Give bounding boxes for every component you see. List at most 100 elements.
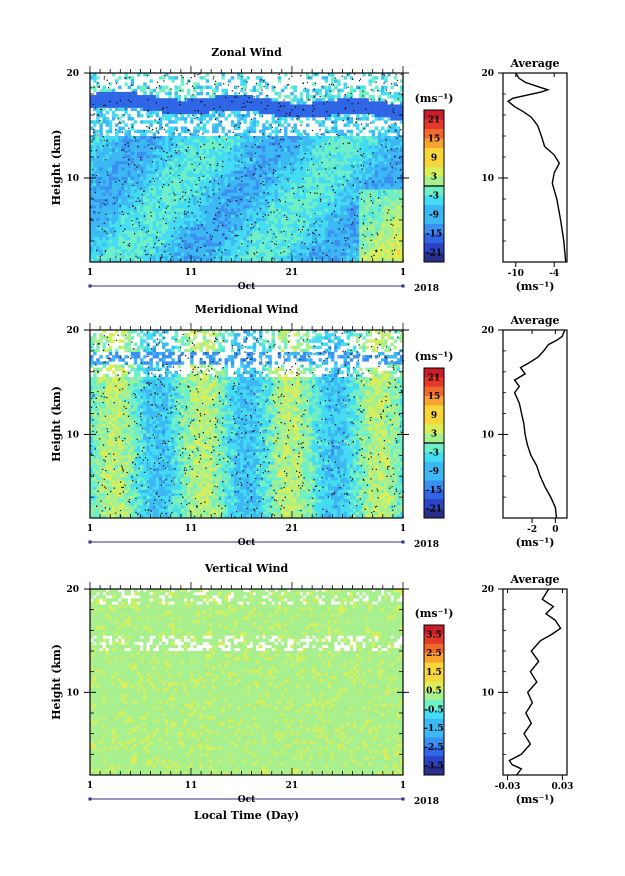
month-span-start (89, 285, 92, 288)
y-tick-label: 10 (66, 174, 79, 184)
colorbar-tick-label: 21 (428, 373, 441, 383)
year-label: 2018 (414, 797, 439, 807)
x-tick-label: 1 (87, 268, 93, 278)
colorbar-tick-label: -2.5 (424, 743, 443, 753)
month-label: Oct (238, 282, 256, 292)
average-profile: Average 10 20 -2 0(ms⁻¹) (481, 314, 567, 549)
colorbar-tick-label: -9 (429, 211, 439, 221)
y-tick-label: 20 (66, 326, 79, 336)
month-span-end (402, 541, 405, 544)
month-label: Oct (238, 795, 256, 805)
x-axis-label: Local Time (Day) (194, 809, 299, 822)
profile-y-tick-label: 10 (481, 688, 494, 698)
y-axis-label: Height (km) (50, 386, 63, 462)
x-tick-label: 1 (400, 524, 406, 534)
heatmap-field (90, 330, 404, 518)
colorbar-tick-label: 3 (431, 430, 437, 440)
profile-title: Average (509, 573, 559, 586)
colorbar-tick-label: 15 (428, 392, 441, 402)
colorbar: (ms⁻¹) 21 15 9 3 -3 -9 -15 -21 (415, 92, 454, 262)
x-tick-label: 1 (87, 781, 93, 791)
year-label: 2018 (414, 540, 439, 550)
colorbar: (ms⁻¹) 3.5 2.5 1.5 0.5 -0.5 -1.5 -2.5 -3.5 (415, 607, 454, 775)
colorbar: (ms⁻¹) 21 15 9 3 -3 -9 -15 -21 (415, 350, 454, 518)
colorbar-tick-label: -0.5 (424, 705, 443, 715)
colorbar-tick-label: -3.5 (424, 762, 443, 772)
colorbar-tick-label: -9 (429, 467, 439, 477)
profile-x-tick-label: -4 (549, 269, 559, 279)
chart-title: Meridional Wind (195, 303, 299, 316)
colorbar-tick-label: 1.5 (426, 668, 442, 678)
y-axis-label: Height (km) (50, 644, 63, 720)
colorbar-tick-label: 3.5 (426, 630, 442, 640)
month-span-end (402, 798, 405, 801)
profile-y-tick-label: 10 (481, 430, 494, 440)
x-tick-label: 11 (185, 268, 198, 278)
month-span-start (89, 798, 92, 801)
profile-x-label: (ms⁻¹) (516, 536, 555, 549)
colorbar-unit: (ms⁻¹) (415, 607, 454, 620)
colorbar-unit: (ms⁻¹) (415, 92, 454, 105)
y-tick-label: 20 (66, 585, 79, 595)
profile-y-tick-label: 20 (481, 69, 494, 79)
colorbar-tick-label: 15 (428, 135, 441, 145)
profile-frame (503, 330, 567, 518)
y-tick-label: 20 (66, 69, 79, 79)
profile-x-label: (ms⁻¹) (516, 280, 555, 293)
profile-x-tick-label: 0.03 (551, 782, 573, 792)
x-tick-label: 1 (87, 524, 93, 534)
colorbar-tick-label: 2.5 (426, 649, 442, 659)
profile-x-tick-label: -2 (527, 525, 537, 535)
month-label: Oct (238, 538, 256, 548)
y-axis-label: Height (km) (50, 130, 63, 206)
profile-line (509, 589, 560, 775)
profile-y-tick-label: 10 (481, 174, 494, 184)
x-tick-label: 21 (286, 524, 299, 534)
x-tick-label: 11 (185, 524, 198, 534)
average-profile: Average 10 20 -0.03 0.03(ms⁻¹) (481, 573, 573, 806)
profile-y-tick-label: 20 (481, 585, 494, 595)
figure: Zonal WindHeight (km) 10201 11 21 1Oct 2018(m… (0, 0, 625, 876)
profile-x-label: (ms⁻¹) (516, 793, 555, 806)
x-tick-label: 11 (185, 781, 198, 791)
year-label: 2018 (414, 284, 439, 294)
x-tick-label: 1 (400, 268, 406, 278)
colorbar-tick-label: 3 (431, 173, 437, 183)
month-span-start (89, 541, 92, 544)
chart-title: Zonal Wind (211, 46, 282, 59)
colorbar-tick-label: 9 (431, 154, 437, 164)
x-tick-label: 1 (400, 781, 406, 791)
colorbar-tick-label: 9 (431, 411, 437, 421)
profile-y-tick-label: 20 (481, 326, 494, 336)
colorbar-tick-label: -15 (426, 486, 442, 496)
colorbar-tick-label: 21 (428, 116, 441, 126)
colorbar-tick-label: 0.5 (426, 687, 442, 697)
colorbar-tick-label: -1.5 (424, 724, 443, 734)
profile-title: Average (509, 57, 559, 70)
colorbar-tick-label: -3 (429, 192, 439, 202)
heatmap-field (90, 589, 403, 775)
colorbar-tick-label: -21 (426, 505, 442, 515)
y-tick-label: 10 (66, 688, 79, 698)
colorbar-unit: (ms⁻¹) (415, 350, 454, 363)
y-tick-label: 10 (66, 430, 79, 440)
profile-x-tick-label: 0 (552, 525, 558, 535)
x-tick-label: 21 (286, 268, 299, 278)
heatmap-field (90, 73, 404, 262)
colorbar-tick-label: -3 (429, 448, 439, 458)
profile-x-tick-label: -0.03 (495, 782, 521, 792)
profile-x-tick-label: -10 (508, 269, 524, 279)
colorbar-tick-label: -21 (426, 249, 442, 259)
profile-title: Average (509, 314, 559, 327)
profile-line (508, 73, 566, 262)
profile-line (515, 330, 565, 518)
chart-title: Vertical Wind (204, 562, 289, 575)
x-tick-label: 21 (286, 781, 299, 791)
colorbar-tick-label: -15 (426, 230, 442, 240)
month-span-end (402, 285, 405, 288)
profile-frame (503, 589, 567, 775)
average-profile: Average 10 20 -10 -4(ms⁻¹) (481, 57, 567, 293)
